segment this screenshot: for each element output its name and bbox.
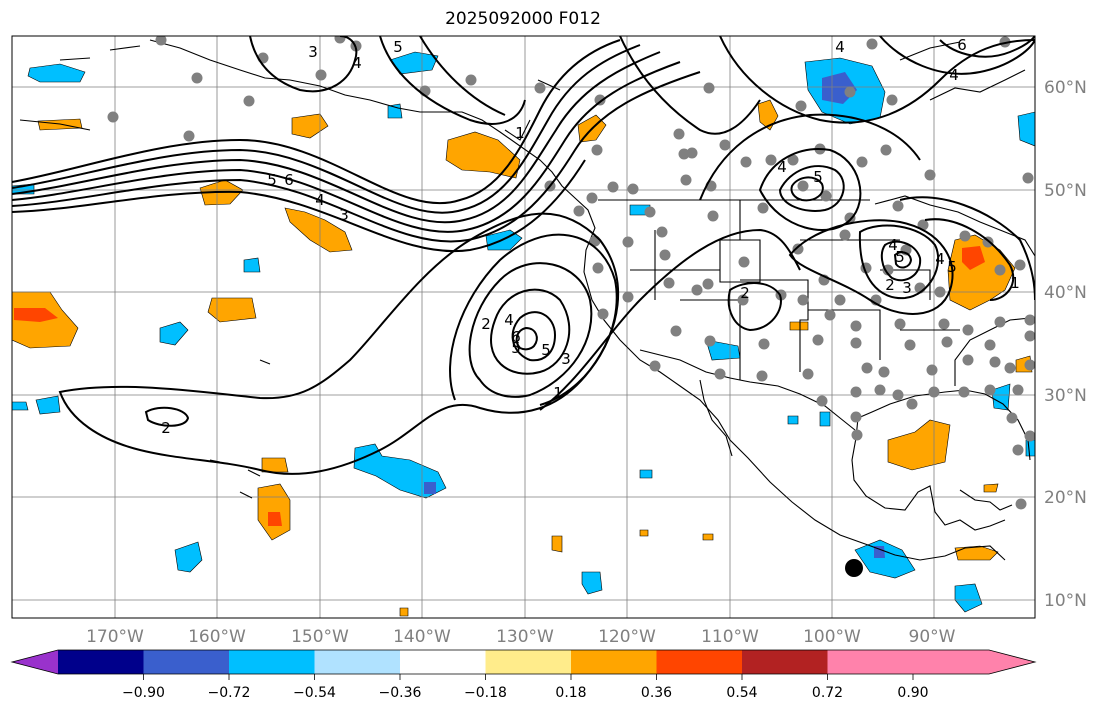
lat-label: 30°N — [1044, 386, 1087, 406]
station-dots — [107, 36, 1035, 510]
lon-label: 100°W — [803, 627, 861, 647]
colorbar-tick-label: −0.90 — [122, 685, 165, 701]
contour-label: 6 — [284, 171, 294, 189]
coastlines-borders — [19, 39, 1035, 561]
colorbar-tick-label: 0.72 — [812, 685, 843, 701]
contour-label: 5 — [393, 38, 403, 56]
contour-label: 2 — [481, 315, 491, 333]
colorbar-segment — [58, 650, 144, 674]
contour-label: 4 — [935, 250, 945, 268]
contour-label: 5 — [267, 171, 277, 189]
colorbar-segment — [314, 650, 400, 674]
contour-label: 2 — [161, 419, 171, 437]
contour-label: 3 — [902, 279, 912, 297]
colorbar-segment — [143, 650, 229, 674]
contour-labels: 3 4 5 5 6 4 3 2 4 5 6 5 3 1 2 1 2 4 5 4 … — [161, 36, 1020, 437]
colorbar: −0.90 −0.72 −0.54 −0.36 −0.18 0.18 0.36 … — [10, 649, 1037, 701]
contour-label: 4 — [777, 158, 787, 176]
lon-label: 170°W — [86, 627, 144, 647]
contour-label: 2 — [740, 284, 750, 302]
negative-anomaly-shading — [12, 51, 1035, 613]
contour-label: 4 — [888, 236, 898, 254]
colorbar-segment — [656, 650, 742, 674]
lat-label: 10°N — [1044, 591, 1087, 611]
contour-label: 4 — [949, 66, 959, 84]
lon-label: 90°W — [909, 627, 956, 647]
lon-label: 110°W — [701, 627, 759, 647]
lat-label: 40°N — [1044, 283, 1087, 303]
contour-label: 1 — [515, 124, 525, 142]
colorbar-tick-label: −0.72 — [208, 685, 251, 701]
colorbar-segment — [229, 650, 315, 674]
storm-center-marker — [845, 559, 863, 577]
colorbar-segment — [571, 650, 657, 674]
contour-label: 1 — [1010, 274, 1020, 292]
colorbar-tick-label: −0.54 — [293, 685, 336, 701]
colorbar-tick-label: 0.36 — [641, 685, 672, 701]
contour-label: 3 — [308, 43, 318, 61]
colorbar-outline — [10, 649, 1037, 675]
colorbar-segment — [742, 650, 828, 674]
contour-label: 5 — [813, 168, 823, 186]
contour-label: 3 — [339, 206, 349, 224]
colorbar-tick-label: 0.90 — [897, 685, 928, 701]
colorbar-tick-label: 0.54 — [726, 685, 757, 701]
latitude-labels: 60°N 50°N 40°N 30°N 20°N 10°N — [1044, 78, 1087, 611]
contour-label: 4 — [352, 54, 362, 72]
lat-label: 20°N — [1044, 488, 1087, 508]
lon-label: 150°W — [291, 627, 349, 647]
colorbar-segment — [485, 650, 571, 674]
positive-anomaly-shading — [12, 99, 1033, 617]
colorbar-segment — [827, 650, 913, 674]
contour-label: 3 — [561, 350, 571, 368]
colorbar-segment — [400, 650, 486, 674]
lon-label: 120°W — [598, 627, 656, 647]
map-title: 2025092000 F012 — [445, 9, 601, 29]
contour-label: 4 — [835, 38, 845, 56]
lat-label: 60°N — [1044, 78, 1087, 98]
lon-label: 160°W — [188, 627, 246, 647]
lat-label: 50°N — [1044, 181, 1087, 201]
colorbar-tick-label: −0.36 — [379, 685, 422, 701]
height-anomaly-contours — [12, 36, 1035, 475]
longitude-labels: 170°W 160°W 150°W 140°W 130°W 120°W 110°… — [86, 627, 956, 647]
contour-label: 4 — [504, 311, 514, 329]
contour-label: 1 — [553, 384, 563, 402]
lon-label: 130°W — [496, 627, 554, 647]
colorbar-extend-low — [12, 650, 58, 674]
colorbar-tick-label: −0.18 — [464, 685, 507, 701]
contour-label: 2 — [885, 276, 895, 294]
map-frame — [11, 35, 1036, 619]
contour-label: 6 — [511, 328, 521, 346]
colorbar-tick-label: 0.18 — [555, 685, 586, 701]
contour-label: 5 — [511, 339, 521, 357]
contour-label: 5 — [895, 248, 905, 266]
lon-label: 140°W — [393, 627, 451, 647]
contour-label: 4 — [315, 191, 325, 209]
contour-label: 5 — [947, 258, 957, 276]
contour-label: 6 — [957, 36, 967, 54]
contour-label: 5 — [541, 341, 551, 359]
